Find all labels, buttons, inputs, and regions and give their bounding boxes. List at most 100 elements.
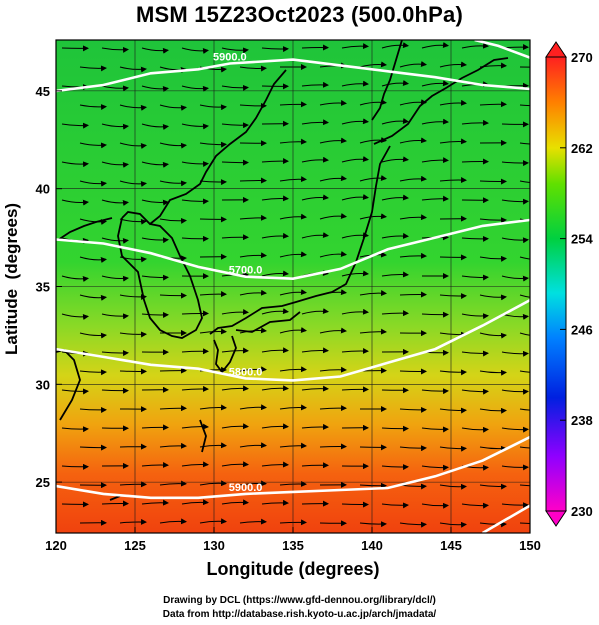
- wind-arrow: [461, 274, 489, 281]
- wind-arrow: [519, 294, 530, 298]
- wind-arrow: [399, 137, 427, 144]
- wind-arrow: [301, 423, 329, 430]
- wind-arrow: [341, 80, 369, 87]
- contour-line: [481, 504, 530, 533]
- wind-arrow: [359, 99, 387, 106]
- wind-arrow: [501, 237, 529, 244]
- wind-arrow: [301, 308, 329, 315]
- wind-arrow: [221, 461, 249, 468]
- wind-arrow: [159, 104, 187, 111]
- wind-arrow: [239, 252, 267, 259]
- wind-arrow: [319, 137, 347, 144]
- contour-line: [56, 299, 530, 382]
- wind-arrow: [319, 175, 347, 182]
- wind-arrow: [501, 198, 529, 205]
- wind-arrow: [79, 444, 107, 451]
- contour-label: 5800.0: [229, 366, 263, 378]
- wind-arrow: [159, 518, 187, 525]
- wind-arrow: [439, 138, 467, 145]
- wind-arrow: [381, 194, 409, 201]
- wind-arrow: [239, 214, 267, 221]
- wind-arrow: [519, 332, 530, 336]
- wind-arrow: [341, 347, 369, 354]
- wind-arrow: [159, 180, 187, 187]
- wind-arrow: [101, 46, 129, 53]
- wind-arrow: [181, 235, 209, 242]
- wind-arrow: [301, 385, 329, 392]
- x-tick-label: 145: [440, 538, 462, 553]
- wind-arrow: [261, 423, 289, 430]
- wind-arrow: [261, 232, 289, 239]
- wind-arrow: [519, 446, 530, 449]
- wind-arrow: [479, 101, 507, 108]
- wind-arrow: [381, 118, 409, 125]
- wind-arrow: [141, 123, 169, 130]
- wind-arrow: [119, 180, 147, 187]
- wind-arrow: [119, 142, 147, 149]
- wind-arrow: [421, 502, 449, 509]
- wind-arrow: [519, 370, 530, 373]
- wind-arrow: [79, 369, 107, 376]
- wind-arrow: [101, 387, 129, 394]
- x-tick-label: 150: [519, 538, 541, 553]
- wind-arrow: [319, 251, 347, 258]
- wind-arrow: [181, 310, 209, 317]
- wind-arrow: [301, 81, 329, 88]
- wind-arrow: [159, 217, 187, 224]
- wind-arrow: [381, 310, 409, 317]
- x-axis-ticks: 120 125 130 135 140 145 150: [45, 527, 541, 553]
- wind-arrow: [421, 195, 449, 202]
- wind-arrow: [261, 499, 289, 506]
- wind-arrow: [79, 103, 107, 110]
- wind-arrow: [221, 47, 249, 54]
- wind-arrow: [421, 80, 449, 87]
- wind-arrow: [141, 274, 169, 281]
- wind-arrow: [399, 252, 427, 259]
- wind-arrow: [181, 123, 209, 130]
- wind-arrow: [61, 426, 89, 433]
- wind-arrow: [181, 198, 209, 205]
- wind-arrow: [141, 424, 169, 431]
- wind-arrow: [439, 445, 467, 452]
- wind-arrow: [199, 104, 227, 111]
- wind-arrow: [101, 161, 129, 168]
- wind-arrow: [381, 502, 409, 509]
- wind-arrow: [159, 142, 187, 149]
- contour-line: [56, 218, 530, 281]
- wind-arrow: [319, 213, 347, 220]
- wind-arrow: [119, 518, 147, 525]
- wind-arrow: [181, 461, 209, 468]
- wind-arrow: [221, 84, 249, 91]
- wind-arrow: [101, 313, 129, 320]
- wind-arrow: [221, 122, 249, 129]
- wind-arrow: [341, 156, 369, 163]
- x-tick-label: 130: [203, 538, 225, 553]
- wind-arrow: [101, 350, 129, 357]
- wind-arrow: [61, 463, 89, 470]
- drawing-credit: Drawing by DCL (https://www.gfd-dennou.o…: [163, 595, 436, 606]
- wind-arrow: [461, 388, 489, 395]
- colorbar-tick-label: 238: [571, 413, 593, 428]
- wind-arrow: [479, 445, 507, 452]
- wind-arrow: [319, 366, 347, 373]
- wind-arrow: [221, 385, 249, 392]
- wind-arrow: [199, 480, 227, 487]
- wind-arrow: [519, 180, 530, 183]
- wind-arrow: [359, 61, 387, 68]
- wind-arrow: [61, 313, 89, 320]
- wind-arrow: [159, 480, 187, 487]
- contour-line: [56, 435, 530, 500]
- wind-arrow: [319, 443, 347, 450]
- wind-arrow: [261, 385, 289, 392]
- wind-arrow: [501, 275, 529, 282]
- wind-arrow: [261, 270, 289, 277]
- wind-arrow: [301, 194, 329, 201]
- colorbar-max-arrow: [545, 41, 567, 58]
- colorbar: 230 238 246 254 262 270: [545, 41, 593, 527]
- wind-arrow: [159, 405, 187, 412]
- wind-arrow: [221, 309, 249, 315]
- wind-arrow: [181, 499, 209, 506]
- wind-arrow: [519, 256, 530, 260]
- wind-arrow: [439, 99, 467, 106]
- wind-arrow: [221, 234, 249, 241]
